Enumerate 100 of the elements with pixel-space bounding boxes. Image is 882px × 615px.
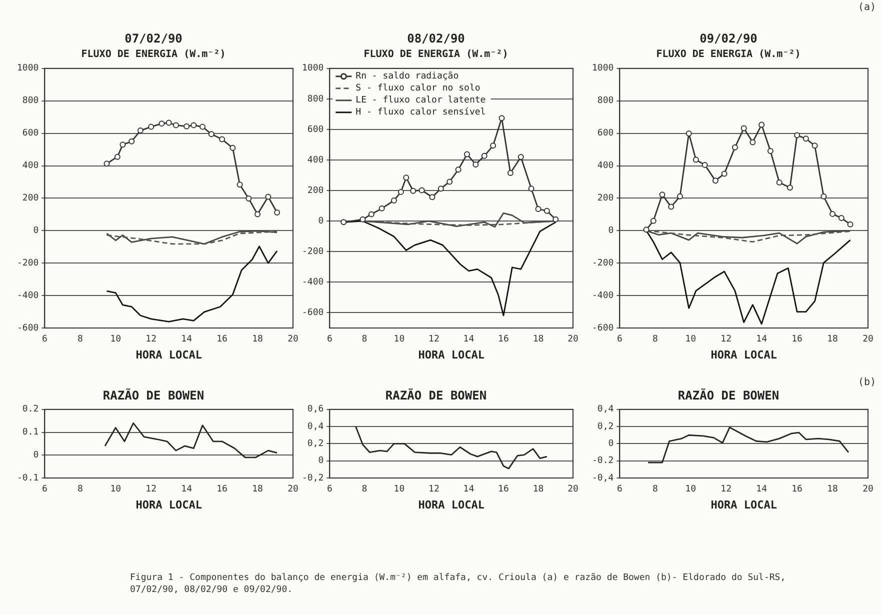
y-tick-label: 1000 (302, 64, 324, 74)
x-tick-label: 8 (77, 334, 83, 345)
x-tick-label: 14 (756, 484, 767, 495)
chart-title: 07/02/90 (124, 31, 182, 46)
y-tick-label: 0,6 (307, 404, 324, 415)
y-tick-label: 0,2 (307, 439, 324, 450)
y-tick-label: -0.1 (16, 473, 39, 484)
y-tick-label: -200 (302, 246, 324, 257)
y-tick-label: -400 (302, 278, 324, 288)
x-axis-title: HORA LOCAL (710, 348, 778, 362)
x-tick-label: 20 (288, 334, 298, 345)
x-tick-label: 18 (252, 334, 263, 345)
x-tick-label: 20 (862, 334, 874, 345)
x-tick-label: 14 (181, 484, 192, 495)
y-tick-label: -0,4 (592, 473, 614, 484)
chart-subtitle: FLUXO DE ENERGIA (W.m⁻²) (364, 48, 508, 60)
chart-title: 09/02/90 (700, 31, 758, 46)
y-tick-label: 400 (22, 161, 39, 172)
x-tick-label: 16 (792, 334, 802, 345)
x-tick-label: 10 (394, 334, 405, 345)
x-tick-label: 18 (252, 484, 263, 495)
y-tick-label: 800 (307, 94, 324, 104)
x-tick-label: 16 (216, 334, 228, 345)
x-axis-title: HORA LOCAL (418, 498, 485, 512)
x-tick-label: 10 (685, 334, 696, 345)
y-tick-label: -200 (592, 258, 614, 268)
y-tick-label: 0 (318, 456, 324, 466)
y-tick-label: 200 (22, 194, 39, 204)
chart-title: 08/02/90 (407, 31, 465, 46)
x-tick-label: 10 (110, 484, 122, 495)
y-tick-label: 0 (608, 439, 614, 450)
x-tick-label: 12 (146, 484, 157, 495)
y-tick-label: 400 (307, 155, 324, 166)
y-tick-label: 1000 (16, 64, 39, 74)
x-tick-label: 14 (181, 334, 192, 345)
y-tick-label: 400 (597, 161, 614, 172)
x-axis-title: HORA LOCAL (136, 498, 202, 512)
y-tick-label: 800 (22, 96, 39, 106)
y-tick-label: -600 (302, 308, 324, 318)
x-tick-label: 12 (428, 484, 440, 495)
y-tick-label: 0 (608, 226, 614, 236)
y-tick-label: 0 (33, 450, 39, 460)
x-tick-label: 10 (110, 334, 122, 345)
y-tick-label: -0,2 (302, 473, 324, 484)
x-tick-label: 6 (616, 484, 622, 495)
legend-label: H - fluxo calor sensível (356, 106, 486, 118)
chart-title: RAZÃO DE BOWEN (678, 387, 780, 402)
x-tick-label: 8 (652, 484, 658, 495)
y-tick-label: 200 (307, 186, 324, 196)
y-tick-label: 200 (597, 194, 614, 204)
x-axis-title: HORA LOCAL (710, 498, 778, 512)
chart-subtitle: FLUXO DE ENERGIA (W.m⁻²) (656, 48, 801, 60)
x-tick-label: 16 (792, 484, 802, 495)
x-axis-title: HORA LOCAL (418, 348, 485, 362)
text: (b) (858, 377, 876, 388)
x-tick-label: 16 (498, 484, 509, 495)
x-tick-label: 14 (756, 334, 767, 345)
x-tick-label: 10 (685, 484, 696, 495)
y-tick-label: 0,2 (597, 422, 614, 432)
text: (a) (858, 2, 876, 13)
y-tick-label: -400 (592, 290, 614, 301)
x-tick-label: 6 (616, 334, 622, 345)
x-tick-label: 20 (568, 484, 578, 495)
chart-title: RAZÃO DE BOWEN (385, 387, 487, 402)
x-tick-label: 6 (42, 334, 48, 345)
x-tick-label: 14 (463, 484, 474, 495)
y-tick-label: 1000 (592, 64, 614, 74)
chart-subtitle: FLUXO DE ENERGIA (W.m⁻²) (81, 48, 226, 60)
x-tick-label: 6 (326, 484, 332, 495)
x-tick-label: 12 (720, 334, 732, 345)
x-tick-label: 12 (720, 484, 732, 495)
legend-label: LE - fluxo calor latente (356, 96, 486, 106)
x-axis-title: HORA LOCAL (136, 348, 202, 362)
x-tick-label: 8 (77, 484, 83, 495)
y-tick-label: 600 (307, 124, 324, 135)
chart-title: RAZÃO DE BOWEN (102, 387, 204, 402)
x-tick-label: 6 (42, 484, 48, 495)
x-tick-label: 8 (362, 484, 368, 495)
y-tick-label: 600 (597, 128, 614, 139)
y-tick-label: 0.2 (22, 404, 39, 415)
y-tick-label: 0.1 (22, 428, 39, 438)
x-tick-label: 10 (394, 484, 405, 495)
x-tick-label: 8 (362, 334, 368, 345)
y-tick-label: -600 (592, 323, 614, 334)
y-tick-label: 0,4 (597, 404, 614, 415)
x-tick-label: 12 (146, 334, 157, 345)
text: Figura 1 - Componentes do balanço de energia (W.m⁻²) em alfafa, cv. Crioula (a) e razão de Bowen (b)- Eldorado do Sul-RS, 07/02/90, 08/02/90 e 09/02/90. (130, 572, 787, 596)
x-tick-label: 16 (216, 484, 228, 495)
x-tick-label: 18 (827, 484, 838, 495)
y-tick-label: 0,4 (307, 422, 324, 432)
x-tick-label: 20 (288, 484, 298, 495)
y-tick-label: -200 (16, 258, 39, 268)
y-tick-label: -0.2 (592, 456, 614, 466)
x-tick-label: 12 (428, 334, 440, 345)
legend-label: Rn - saldo radiação (356, 72, 459, 82)
x-tick-label: 20 (568, 334, 578, 345)
y-tick-label: 800 (597, 96, 614, 106)
y-tick-label: -400 (16, 290, 39, 301)
x-tick-label: 20 (862, 484, 874, 495)
x-tick-label: 16 (498, 334, 509, 345)
